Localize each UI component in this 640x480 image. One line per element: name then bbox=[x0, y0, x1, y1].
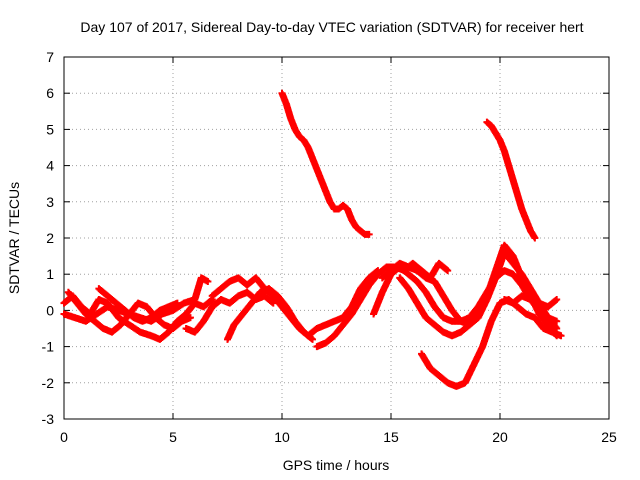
data-point bbox=[444, 267, 452, 275]
x-tick-label: 15 bbox=[383, 429, 399, 445]
y-tick-labels: -3 -2 -1 0 1 2 3 4 5 6 7 bbox=[42, 49, 55, 427]
series-pass-14 bbox=[409, 259, 452, 282]
series-pass-15 bbox=[500, 292, 561, 311]
x-tick-label: 25 bbox=[601, 429, 617, 445]
x-tick-label: 10 bbox=[274, 429, 290, 445]
x-tick-label: 20 bbox=[492, 429, 508, 445]
y-tick-label: -1 bbox=[42, 339, 55, 355]
y-tick-label: 4 bbox=[46, 158, 54, 174]
data-point bbox=[365, 230, 373, 238]
data-point bbox=[531, 234, 539, 242]
y-tick-label: 0 bbox=[46, 302, 54, 318]
series-pass-9 bbox=[278, 89, 373, 238]
data-point bbox=[553, 296, 561, 304]
plot-frame bbox=[63, 56, 610, 420]
y-tick-label: 2 bbox=[46, 230, 54, 246]
data-point bbox=[309, 335, 317, 343]
grid bbox=[64, 57, 609, 419]
y-tick-label: 1 bbox=[46, 266, 54, 282]
series-pass-16 bbox=[483, 118, 539, 242]
data-point bbox=[204, 277, 212, 285]
series-pass-12 bbox=[396, 241, 561, 340]
x-tick-label: 0 bbox=[60, 429, 68, 445]
data-points bbox=[60, 89, 565, 390]
y-tick-label: 3 bbox=[46, 194, 54, 210]
x-tick-labels: 0 5 10 15 20 25 bbox=[60, 429, 617, 445]
y-tick-label: 6 bbox=[46, 85, 54, 101]
data-point bbox=[186, 314, 194, 322]
y-tick-label: -3 bbox=[42, 411, 55, 427]
chart-title: Day 107 of 2017, Sidereal Day-to-day VTE… bbox=[80, 19, 583, 35]
series-pass-4 bbox=[95, 285, 181, 325]
x-tick-label: 5 bbox=[169, 429, 177, 445]
data-point bbox=[173, 299, 181, 307]
y-tick-label: 7 bbox=[46, 49, 54, 65]
x-axis-label: GPS time / hours bbox=[283, 457, 390, 473]
y-tick-label: 5 bbox=[46, 121, 54, 137]
data-point bbox=[557, 332, 565, 340]
series-pass-13 bbox=[418, 296, 565, 390]
y-tick-label: -2 bbox=[42, 375, 55, 391]
y-axis-label: SDTVAR / TECUs bbox=[6, 182, 22, 294]
series-pass-5 bbox=[182, 288, 277, 336]
